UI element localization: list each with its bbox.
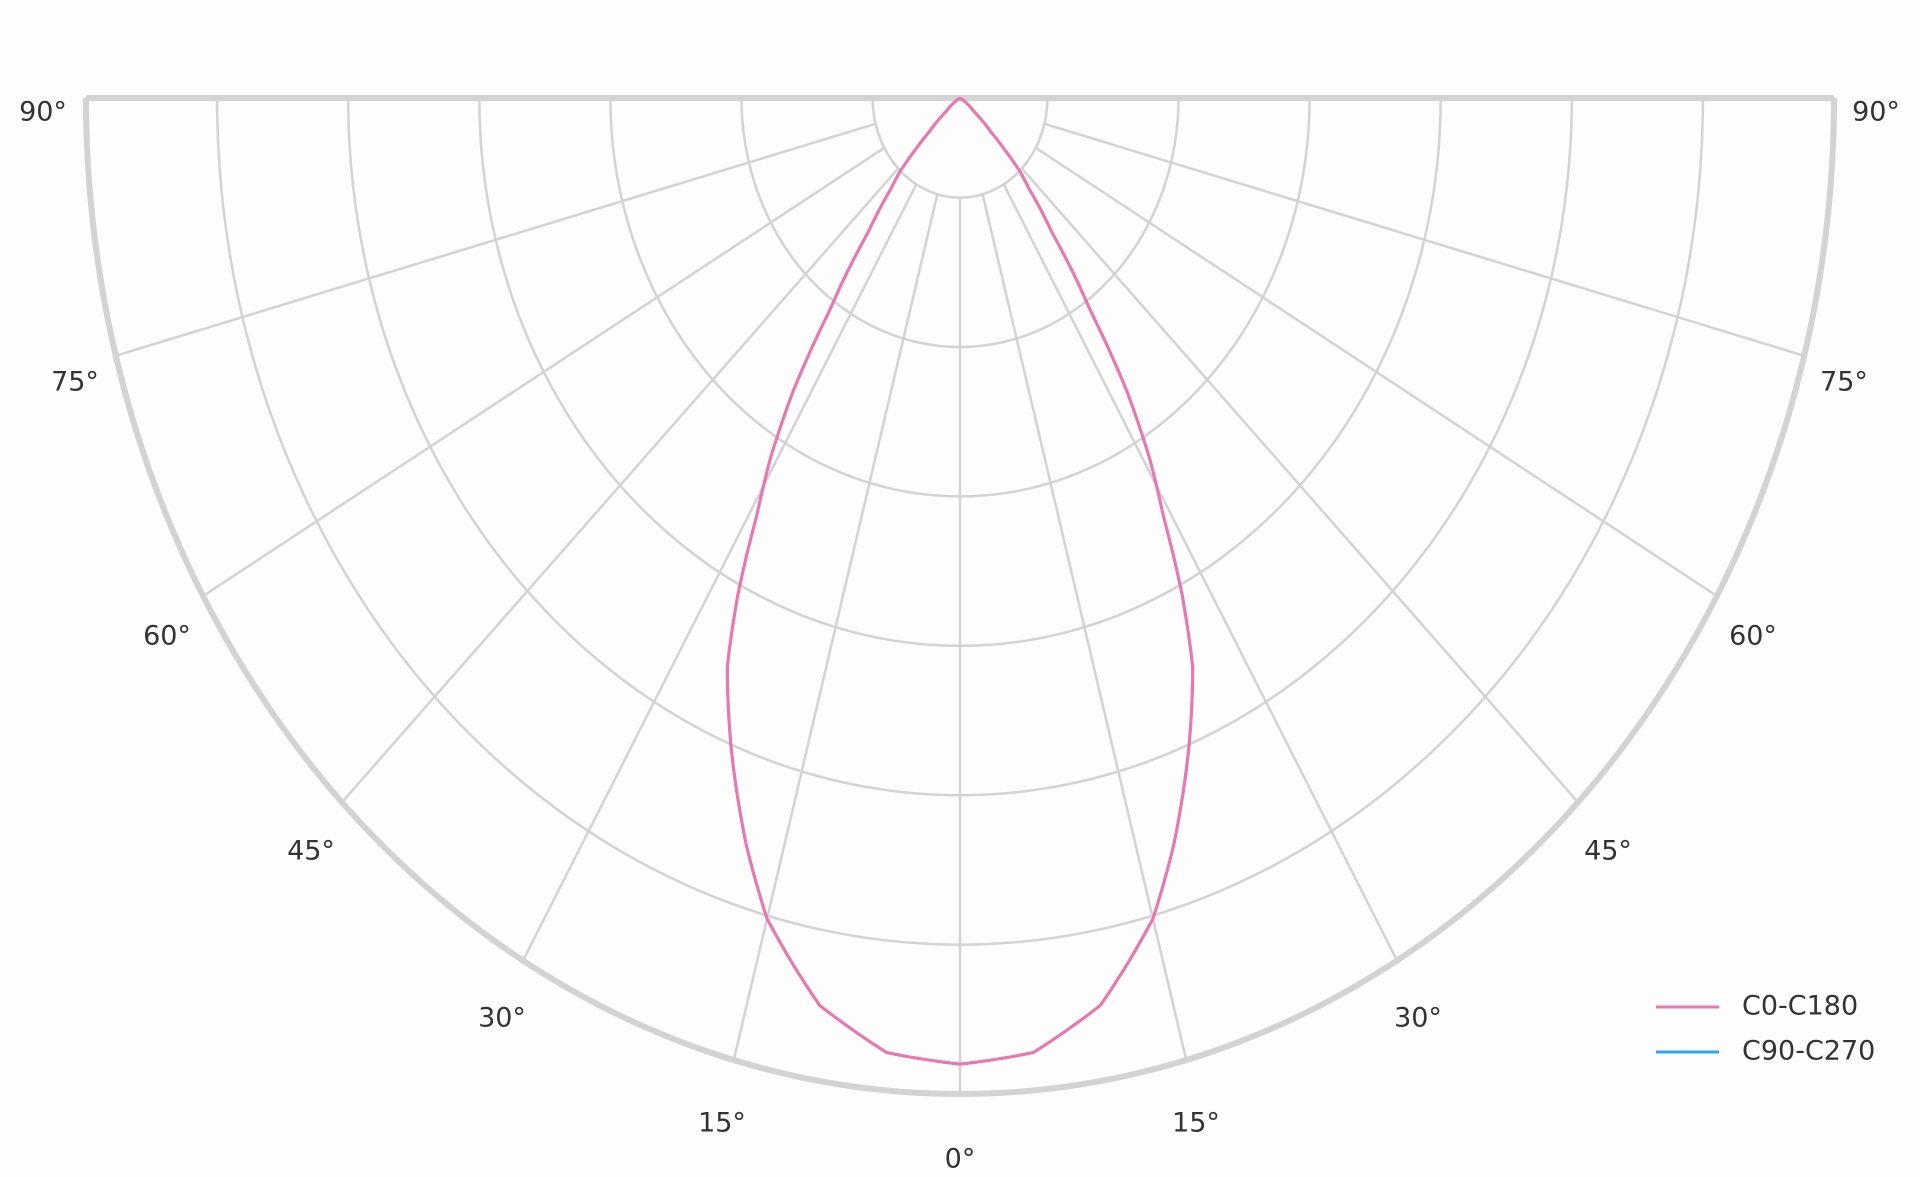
angle-gridline <box>115 122 876 357</box>
angle-gridline <box>981 193 1188 1061</box>
angle-tick-label: 60° <box>143 621 191 652</box>
angle-tick-label: 90° <box>1852 97 1900 128</box>
angle-tick-label: 15° <box>698 1108 746 1139</box>
angle-tick-label: 45° <box>1584 836 1632 867</box>
angle-gridline <box>732 193 939 1061</box>
series-layer <box>725 96 1195 1066</box>
angle-tick-label: 75° <box>51 367 99 398</box>
angle-gridline <box>1002 183 1399 962</box>
angle-tick-labels: 90° 75° 60° 45° 30° 15° 0° 15° 30° 45° 60° 75° 90° <box>19 97 1900 1175</box>
angle-gridline <box>1044 122 1805 357</box>
radial-gridline <box>871 98 1049 199</box>
grid <box>83 95 1837 1098</box>
angle-gridline <box>202 146 885 598</box>
angle-tick-label: 15° <box>1172 1108 1220 1139</box>
angle-tick-label: 75° <box>1820 367 1868 398</box>
legend-label: C0-C180 <box>1742 991 1858 1022</box>
angle-tick-label: 60° <box>1729 621 1777 652</box>
angle-gridline <box>521 183 918 962</box>
series-line-c0-c180 <box>725 96 1195 1066</box>
angle-tick-label: 45° <box>287 836 335 867</box>
angle-gridline <box>1035 146 1718 598</box>
angle-gridline <box>341 167 900 804</box>
legend-label: C90-C270 <box>1742 1036 1875 1067</box>
angle-gridline <box>1020 167 1579 804</box>
angle-tick-label: 0° <box>945 1144 976 1175</box>
legend: C0-C180 C90-C270 <box>1656 991 1875 1067</box>
angle-tick-label: 90° <box>19 97 67 128</box>
angle-tick-label: 30° <box>1394 1003 1442 1034</box>
angle-tick-label: 30° <box>478 1003 526 1034</box>
